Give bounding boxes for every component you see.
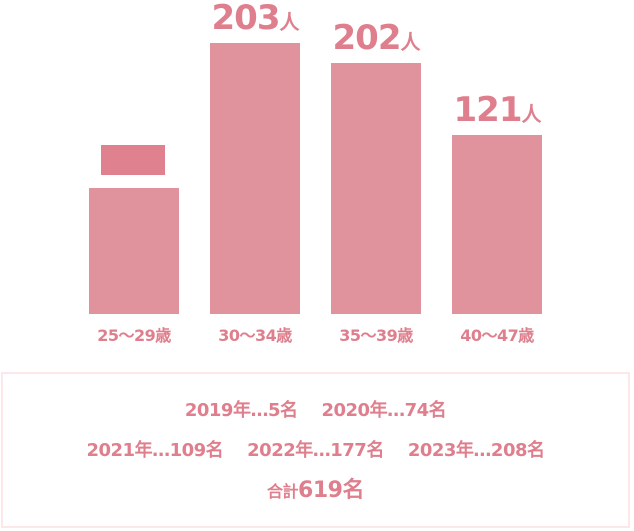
total-label: 合計 <box>267 482 299 501</box>
year-count: 2023年…208名 <box>407 440 545 461</box>
bar-value-label: 121人 <box>453 90 542 130</box>
year-count: 2019年…5名 <box>184 400 298 421</box>
bar-40-47 <box>452 135 542 314</box>
bar-value-label: 203人 <box>211 0 300 38</box>
total-value: 619名 <box>298 478 364 503</box>
category-label: 30～34歳 <box>218 326 292 345</box>
bar-35-39 <box>331 63 421 314</box>
bar-25-29 <box>89 188 179 314</box>
total-group: 合計619名 <box>267 478 364 503</box>
year-count: 2022年…177名 <box>247 440 384 461</box>
category-label: 25～29歳 <box>97 326 171 345</box>
category-label: 40～47歳 <box>460 326 534 345</box>
bar-30-34 <box>210 43 300 314</box>
year-count: 2021年…109名 <box>86 440 224 461</box>
summary-row-1: 2019年…5名 2020年…74名 <box>3 396 628 422</box>
summary-total: 合計619名 <box>3 472 628 504</box>
summary-row-2: 2021年…109名 2022年…177名 2023年…208名 <box>3 436 628 462</box>
hidden-value-placeholder <box>101 145 165 175</box>
category-label: 35～39歳 <box>339 326 413 345</box>
bar-value-label: 202人 <box>332 18 421 58</box>
yearly-summary-box: 2019年…5名 2020年…74名 2021年…109名 2022年…177名 20… <box>1 372 630 528</box>
year-count: 2020年…74名 <box>321 400 447 421</box>
